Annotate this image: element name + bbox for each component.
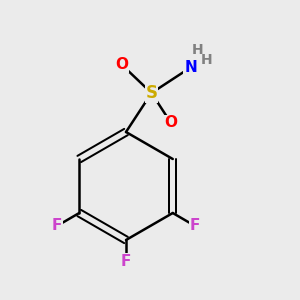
Text: O: O bbox=[115, 57, 128, 72]
Text: H: H bbox=[192, 43, 204, 57]
Text: O: O bbox=[164, 116, 178, 130]
Text: F: F bbox=[121, 254, 131, 268]
Text: H: H bbox=[201, 53, 213, 67]
Text: S: S bbox=[146, 84, 158, 102]
Text: N: N bbox=[184, 60, 197, 75]
Text: F: F bbox=[190, 218, 200, 233]
Text: F: F bbox=[52, 218, 62, 233]
